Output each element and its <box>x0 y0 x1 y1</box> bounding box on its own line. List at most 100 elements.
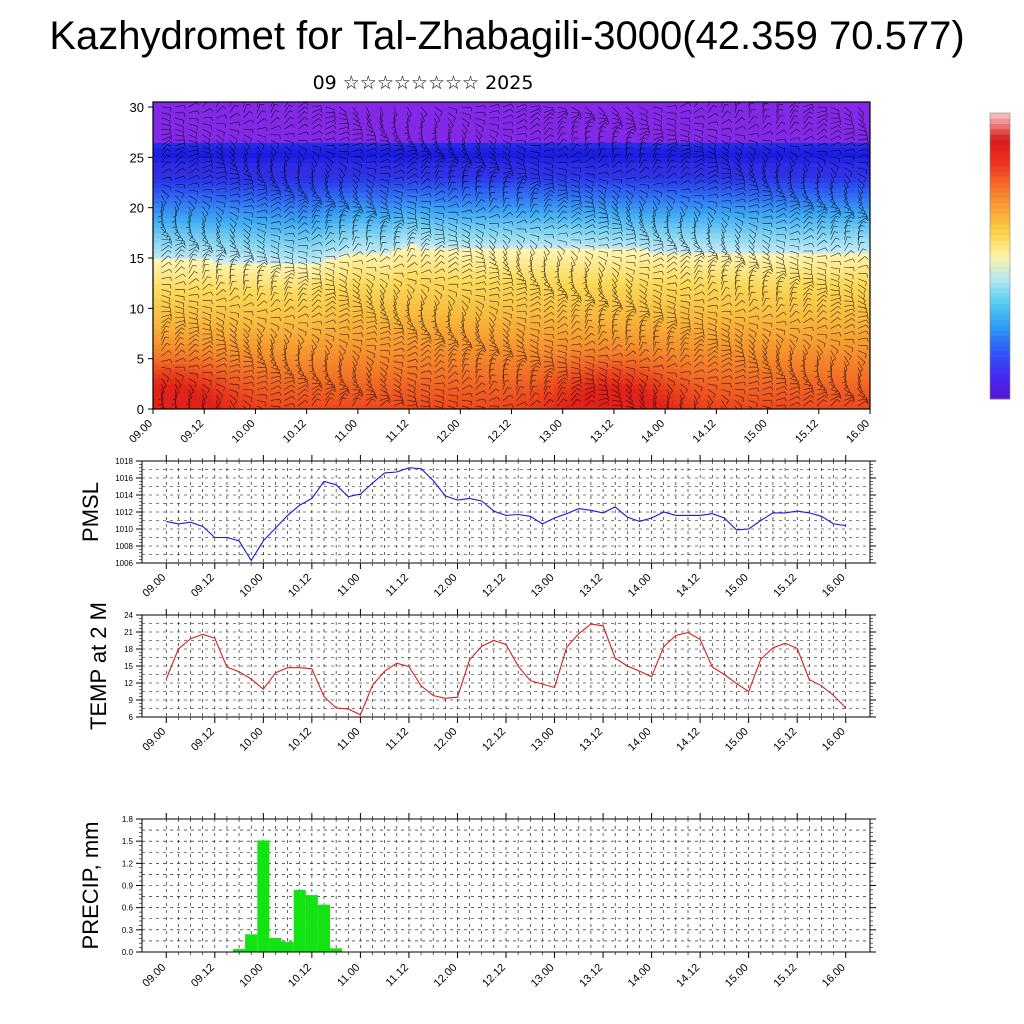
precip-xtick-12-00: 12.00 <box>432 962 460 990</box>
precip-bar <box>233 949 246 952</box>
temp-ytick-label: 18 <box>124 645 133 654</box>
colorbar-swatch <box>990 261 1010 267</box>
colorbar-swatch <box>990 393 1010 400</box>
pmsl-ylabel: PMSL <box>78 482 103 542</box>
pmsl-ytick-label: 1012 <box>115 508 133 517</box>
colorbar-swatch <box>990 165 1010 172</box>
profile-xtick-10-12: 10.12 <box>281 418 309 446</box>
precip-xtick-11-00: 11.00 <box>335 962 362 989</box>
profile-ytick-label: 25 <box>130 150 144 165</box>
colorbar-swatch <box>990 377 1010 384</box>
colorbar-swatch <box>990 351 1010 358</box>
precip-bar <box>257 840 270 952</box>
colorbar-swatch <box>990 314 1010 320</box>
temp-ytick-label: 6 <box>129 713 134 722</box>
pmsl-ytick-label: 1014 <box>115 491 133 500</box>
pmsl-xtick-11-00: 11.00 <box>335 572 362 599</box>
precip-bar <box>330 948 343 952</box>
colorbar-swatch <box>990 250 1010 257</box>
colorbar-swatch <box>990 128 1010 135</box>
precip-xtick-16-00: 16.00 <box>820 962 848 990</box>
precip-bar <box>281 941 294 952</box>
colorbar-swatch <box>990 144 1010 151</box>
colorbar-swatch <box>990 213 1010 220</box>
colorbar-swatch <box>990 245 1010 252</box>
precip-ytick-label: 1.8 <box>122 815 134 824</box>
profile-xtick-16-00: 16.00 <box>844 418 872 446</box>
colorbar-swatch <box>990 293 1010 299</box>
profile-ytick-label: 10 <box>130 301 144 316</box>
colorbar-swatch <box>990 266 1010 273</box>
precip-ytick-label: 1.2 <box>122 859 134 868</box>
colorbar-swatch <box>990 197 1010 204</box>
colorbar-swatch <box>990 139 1010 146</box>
colorbar-swatch <box>990 160 1010 167</box>
profile-field <box>153 102 870 409</box>
colorbar-swatch <box>990 361 1010 368</box>
pmsl-xtick-11-12: 11.12 <box>384 572 411 599</box>
temp-xtick-11-12: 11.12 <box>384 726 411 753</box>
temp-ytick-label: 15 <box>124 662 133 671</box>
pmsl-ytick-label: 1010 <box>115 525 133 534</box>
colorbar-swatch <box>990 187 1010 193</box>
colorbar-swatch <box>990 208 1010 215</box>
precip-xtick-15-00: 15.00 <box>723 962 751 990</box>
temp-ytick-label: 21 <box>124 628 133 637</box>
precip-bar <box>293 889 306 952</box>
precip-grid <box>142 819 870 952</box>
precip-ytick-label: 0.0 <box>122 948 134 957</box>
colorbar-swatch <box>990 324 1010 331</box>
temp-xtick-15-12: 15.12 <box>771 726 799 754</box>
colorbar-swatch <box>990 319 1010 326</box>
colorbar-swatch <box>990 203 1010 209</box>
pmsl-series-line <box>166 467 846 562</box>
pmsl-xtick-12-00: 12.00 <box>432 572 460 600</box>
colorbar-swatch <box>990 303 1010 310</box>
colorbar-swatch <box>990 298 1010 305</box>
pmsl-xtick-13-00: 13.00 <box>529 572 557 600</box>
colorbar-swatch <box>990 282 1010 289</box>
colorbar-swatch <box>990 335 1010 342</box>
temp-xtick-10-12: 10.12 <box>286 726 314 754</box>
profile-xtick-10-00: 10.00 <box>230 418 258 446</box>
profile-ytick-label: 20 <box>130 201 144 216</box>
profile-xtick-12-00: 12.00 <box>434 418 462 446</box>
temp-xtick-16-00: 16.00 <box>820 726 848 754</box>
pmsl-ytick-label: 1006 <box>115 559 133 568</box>
pmsl-ytick-label: 1018 <box>115 457 133 466</box>
colorbar-swatch <box>990 171 1010 177</box>
profile-ytick-label: 0 <box>137 402 144 417</box>
temp-xtick-12-00: 12.00 <box>432 726 460 754</box>
temp-xtick-15-00: 15.00 <box>723 726 751 754</box>
pmsl-xtick-09-00: 09.00 <box>140 572 168 600</box>
precip-xtick-10-12: 10.12 <box>286 962 314 990</box>
precip-xtick-14-00: 14.00 <box>626 962 654 990</box>
temp-xtick-10-00: 10.00 <box>238 726 266 754</box>
temp-grid <box>142 615 870 717</box>
profile-xtick-14-00: 14.00 <box>639 418 667 446</box>
temp-ytick-label: 12 <box>124 679 133 688</box>
temp-ytick-label: 9 <box>129 696 134 705</box>
temp-panel: 6 9 12 15 18 21 24 09.00 09.12 10.00 10.12 11.00 11.… <box>86 602 876 754</box>
colorbar-swatch <box>990 224 1010 230</box>
precip-ytick-label: 0.6 <box>122 904 134 913</box>
colorbar-swatch <box>990 372 1010 379</box>
colorbar-frame <box>989 112 1011 400</box>
colorbar-swatch <box>990 113 1010 119</box>
precip-xtick-09-12: 09.12 <box>189 962 217 990</box>
temp-xtick-14-00: 14.00 <box>626 726 654 754</box>
pmsl-xtick-13-12: 13.12 <box>577 572 605 600</box>
colorbar-swatch <box>990 192 1010 199</box>
page-subtitle: 09 ☆☆☆☆☆☆☆☆ 2025 <box>312 72 534 94</box>
colorbar-swatch <box>990 229 1010 236</box>
profile-xtick-12-12: 12.12 <box>486 418 514 446</box>
pmsl-xtick-14-00: 14.00 <box>626 572 654 600</box>
colorbar-swatch <box>990 155 1010 162</box>
pmsl-xtick-15-12: 15.12 <box>771 572 799 600</box>
profile-ytick-label: 30 <box>130 100 144 115</box>
precip-ytick-label: 0.9 <box>122 882 134 891</box>
colorbar-swatch <box>990 271 1010 278</box>
colorbar-swatch <box>990 256 1010 262</box>
pmsl-grid <box>142 461 870 563</box>
